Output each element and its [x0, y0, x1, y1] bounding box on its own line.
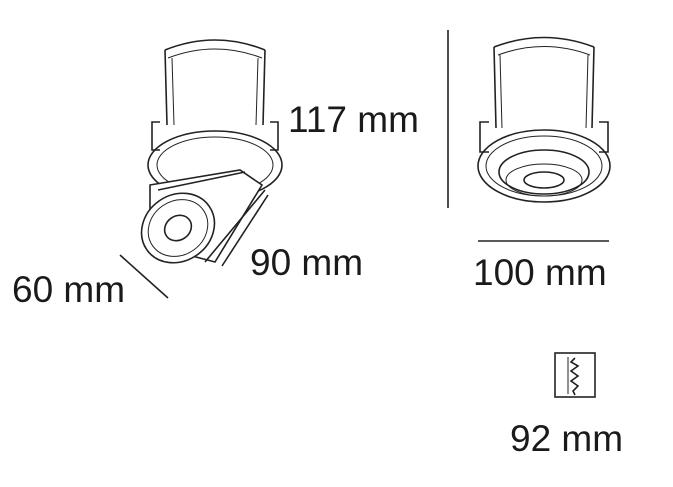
width-dimension-label: 100 mm [473, 252, 607, 293]
diameter-leader-line [119, 254, 169, 299]
diameter-dimension-label: 60 mm [12, 269, 126, 310]
length-leader-line [221, 194, 269, 267]
spotlight-front-view [477, 36, 611, 203]
ceiling-cutout-icon [554, 352, 596, 398]
cutout-dimension-label: 92 mm [510, 418, 624, 459]
length-dimension-label: 90 mm [250, 242, 364, 283]
spotlight-tilted-view [119, 39, 283, 299]
height-dimension-label: 117 mm [288, 99, 419, 140]
